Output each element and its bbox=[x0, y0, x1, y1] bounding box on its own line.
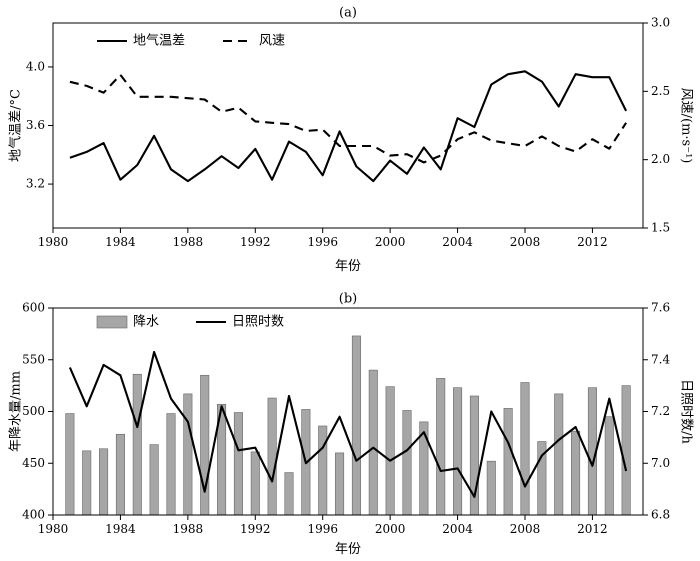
bar-降水-2007 bbox=[503, 408, 513, 516]
x-tick-label-2008: 2008 bbox=[510, 235, 541, 249]
x-tick-label-1980: 1980 bbox=[38, 522, 69, 536]
y-right-tick-label-2.5: 2.5 bbox=[651, 84, 670, 98]
legend: 地气温差 风速 bbox=[97, 33, 285, 49]
legend-swatch-降水 bbox=[96, 315, 128, 329]
bar-降水-1994 bbox=[284, 472, 294, 516]
chart-panel-0: (a) 1980 1984 1988 1992 1996 2000 2004 2008 2012 3… bbox=[8, 6, 694, 275]
y-right-tick-label-7.0: 7.0 bbox=[651, 456, 670, 470]
y-left-axis-label: 地气温差/°C bbox=[8, 89, 24, 162]
bar-降水-1984 bbox=[115, 433, 125, 516]
series-line-地气温差 bbox=[69, 70, 628, 183]
y-left-tick-label-500: 500 bbox=[22, 404, 45, 418]
x-tick-label-1992: 1992 bbox=[240, 522, 271, 536]
bar-降水-2003 bbox=[436, 378, 446, 516]
legend: 降水 日照时数 bbox=[96, 315, 284, 330]
bar-降水-2010 bbox=[554, 393, 564, 516]
bar-降水-1987 bbox=[166, 413, 176, 516]
y-right-tick-label-6.8: 6.8 bbox=[651, 508, 670, 522]
x-axis-label: 年份 bbox=[335, 259, 361, 274]
bar-降水-2001 bbox=[402, 410, 412, 516]
bar-降水-1981 bbox=[65, 413, 75, 516]
bar-降水-2000 bbox=[385, 386, 395, 516]
y-right-tick-label-7.4: 7.4 bbox=[651, 352, 670, 366]
bar-降水-1982 bbox=[82, 450, 92, 516]
bar-降水-1983 bbox=[99, 448, 109, 516]
y-right-tick-label-2.0: 2.0 bbox=[651, 152, 670, 166]
y-left-tick-label-3.2: 3.2 bbox=[26, 177, 45, 191]
x-tick-label-1996: 1996 bbox=[307, 235, 338, 249]
legend-label-日照时数: 日照时数 bbox=[232, 315, 284, 330]
x-tick-label-2012: 2012 bbox=[577, 522, 608, 536]
x-tick-label-2000: 2000 bbox=[375, 235, 406, 249]
bar-降水-1993 bbox=[267, 397, 277, 516]
y-left-tick-label-400: 400 bbox=[22, 508, 45, 522]
legend-label-降水: 降水 bbox=[133, 315, 159, 330]
bar-降水-1991 bbox=[233, 412, 243, 516]
series-line-日照时数 bbox=[68, 350, 628, 498]
y-right-axis-label: 风速/(m·s⁻¹) bbox=[679, 88, 694, 164]
bar-降水-1997 bbox=[335, 452, 345, 516]
y-left-tick-label-550: 550 bbox=[22, 352, 45, 366]
bar-降水-2013 bbox=[604, 416, 614, 516]
bar-降水-2006 bbox=[486, 460, 496, 516]
y-left-tick-label-450: 450 bbox=[22, 456, 45, 470]
bar-降水-1998 bbox=[351, 335, 361, 516]
bar-降水-2011 bbox=[571, 430, 581, 516]
x-tick-label-1992: 1992 bbox=[240, 235, 271, 249]
y-left-tick-label-600: 600 bbox=[22, 301, 45, 315]
bar-降水-1986 bbox=[149, 444, 159, 516]
x-tick-label-2004: 2004 bbox=[442, 522, 473, 536]
bar-降水-2008 bbox=[520, 382, 530, 516]
y-left-axis-label: 年降水量/mm bbox=[9, 371, 24, 452]
x-tick-label-1988: 1988 bbox=[173, 522, 204, 536]
y-left-tick-label-3.6: 3.6 bbox=[26, 118, 45, 132]
y-right-tick-label-1.5: 1.5 bbox=[651, 221, 670, 235]
x-tick-label-2008: 2008 bbox=[510, 522, 541, 536]
x-tick-label-1984: 1984 bbox=[105, 235, 136, 249]
bar-降水-1988 bbox=[183, 393, 193, 516]
plot-frame bbox=[52, 22, 644, 229]
bar-降水-1985 bbox=[132, 373, 142, 516]
panel-label: (a) bbox=[339, 6, 357, 21]
bar-降水-1992 bbox=[250, 451, 260, 516]
y-right-tick-label-7.2: 7.2 bbox=[651, 404, 670, 418]
chart-panel-1: (b) 1980 1984 1988 1992 1996 2000 2004 2008 2012 4… bbox=[9, 292, 694, 558]
panel-label: (b) bbox=[339, 292, 357, 307]
x-tick-label-2012: 2012 bbox=[577, 235, 608, 249]
x-tick-label-2004: 2004 bbox=[442, 235, 473, 249]
legend-label-风速: 风速 bbox=[259, 34, 285, 49]
bar-降水-1989 bbox=[200, 374, 210, 516]
x-tick-label-1980: 1980 bbox=[38, 235, 69, 249]
x-tick-label-1988: 1988 bbox=[173, 235, 204, 249]
y-right-tick-label-7.6: 7.6 bbox=[651, 301, 670, 315]
x-tick-label-1996: 1996 bbox=[307, 522, 338, 536]
x-axis-label: 年份 bbox=[335, 542, 361, 557]
x-tick-label-2000: 2000 bbox=[375, 522, 406, 536]
bar-降水-2004 bbox=[453, 387, 463, 516]
y-right-tick-label-3.0: 3.0 bbox=[651, 16, 670, 30]
y-right-axis-label: 日照时数/h bbox=[679, 379, 694, 444]
bar-降水-1996 bbox=[318, 425, 328, 516]
y-left-tick-label-4.0: 4.0 bbox=[26, 59, 45, 73]
legend-label-地气温差: 地气温差 bbox=[133, 33, 185, 49]
bar-降水-1999 bbox=[368, 369, 378, 516]
series-line-风速 bbox=[69, 73, 627, 164]
x-tick-label-1984: 1984 bbox=[105, 522, 136, 536]
bar-降水-2014 bbox=[621, 385, 631, 516]
